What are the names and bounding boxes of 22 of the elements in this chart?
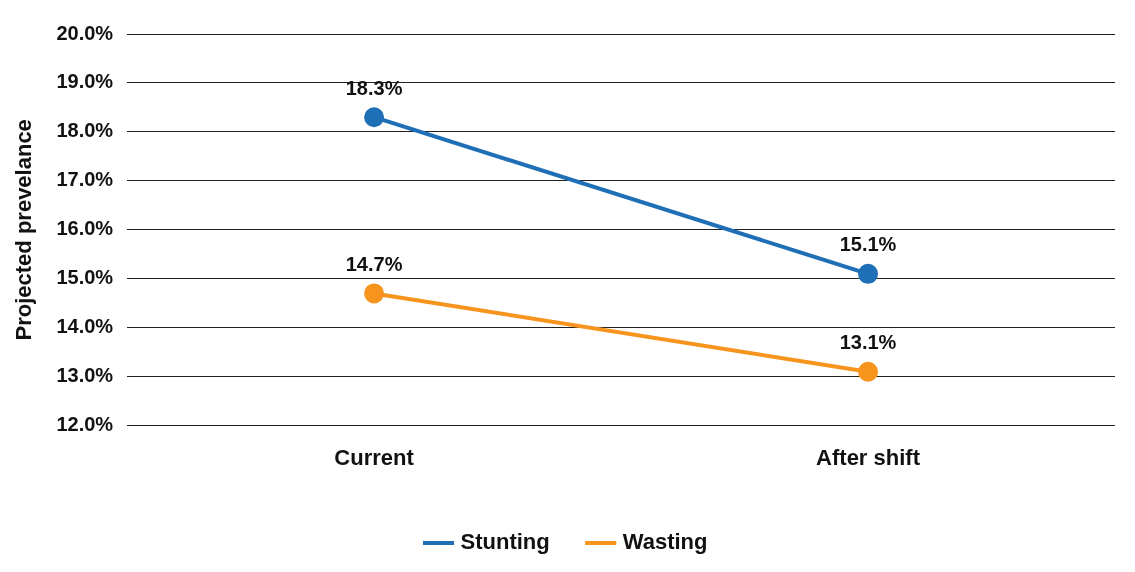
y-tick-label: 13.0%	[56, 364, 114, 387]
y-tick-label: 17.0%	[56, 168, 114, 191]
x-tick-label: After shift	[816, 444, 921, 470]
y-tick-label: 15.0%	[56, 266, 114, 289]
data-label: 14.7%	[345, 252, 403, 275]
y-axis-title: Projected prevelance	[11, 119, 37, 341]
point	[858, 263, 879, 284]
point	[858, 361, 879, 382]
point	[364, 107, 385, 128]
data-label: 13.1%	[839, 331, 897, 354]
data-label: 15.1%	[839, 233, 897, 256]
y-tick-label: 20.0%	[56, 21, 114, 44]
y-tick-label: 12.0%	[56, 413, 114, 436]
point	[364, 283, 385, 304]
x-tick-label: Current	[334, 444, 415, 470]
y-tick-label: 18.0%	[56, 119, 114, 142]
legend-label: Wasting	[622, 529, 708, 555]
y-tick-label: 16.0%	[56, 217, 114, 240]
legend-label: Stunting	[460, 529, 550, 555]
data-label: 18.3%	[345, 76, 403, 99]
y-tick-label: 19.0%	[56, 70, 114, 93]
y-tick-label: 14.0%	[56, 315, 114, 338]
